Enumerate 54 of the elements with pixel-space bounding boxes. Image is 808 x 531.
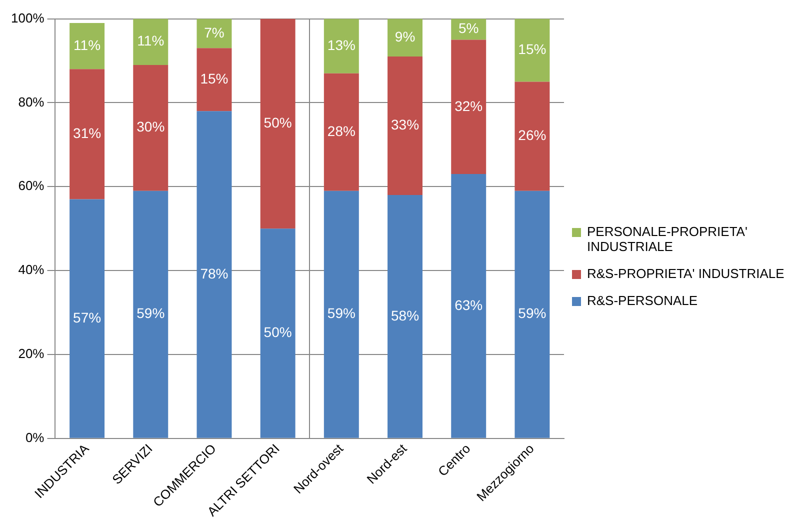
bar bbox=[260, 228, 296, 438]
data-label: 59% bbox=[327, 305, 356, 322]
bar bbox=[324, 190, 359, 438]
data-label: 7% bbox=[204, 24, 224, 40]
data-label: 26% bbox=[518, 127, 546, 144]
data-label: 59% bbox=[518, 305, 546, 322]
bar bbox=[514, 82, 550, 191]
y-tick-label: 100% bbox=[11, 10, 45, 26]
data-label: 78% bbox=[200, 265, 228, 282]
data-label: 9% bbox=[394, 28, 416, 45]
bar bbox=[260, 18, 296, 229]
data-label: 15% bbox=[518, 41, 546, 58]
y-tick-label: 80% bbox=[18, 94, 45, 110]
bar bbox=[514, 18, 550, 82]
data-label: 58% bbox=[391, 307, 420, 324]
bar bbox=[388, 18, 423, 57]
bar bbox=[196, 111, 232, 438]
data-label: 32% bbox=[454, 98, 483, 114]
bar bbox=[388, 56, 423, 196]
data-label: 31% bbox=[73, 125, 102, 142]
y-tick-label: 40% bbox=[18, 262, 45, 278]
data-label: 13% bbox=[327, 36, 356, 53]
bar bbox=[196, 48, 232, 112]
legend-label: PERSONALE-PROPRIETA' INDUSTRIALE bbox=[587, 224, 748, 254]
data-label: 57% bbox=[73, 309, 102, 326]
bar bbox=[451, 174, 486, 438]
legend-label: R&S-PERSONALE bbox=[587, 292, 698, 308]
y-tick-label: 60% bbox=[18, 178, 45, 194]
bar bbox=[133, 64, 168, 191]
bar bbox=[388, 195, 423, 438]
data-label: 15% bbox=[200, 70, 228, 86]
bar bbox=[70, 69, 105, 200]
y-tick-label: 20% bbox=[18, 346, 45, 362]
bar bbox=[514, 190, 550, 438]
bar bbox=[133, 18, 168, 65]
data-label: 5% bbox=[458, 20, 479, 36]
y-tick-label: 0% bbox=[25, 430, 45, 445]
bar bbox=[70, 22, 105, 70]
data-label: 63% bbox=[454, 296, 483, 313]
bar bbox=[70, 199, 105, 438]
data-label: 11% bbox=[74, 36, 101, 53]
bar bbox=[133, 190, 168, 438]
bar bbox=[451, 40, 486, 174]
data-label: 28% bbox=[327, 122, 356, 139]
data-label: 30% bbox=[136, 118, 165, 135]
bar bbox=[324, 18, 359, 74]
data-label: 33% bbox=[391, 116, 420, 133]
bar bbox=[324, 73, 359, 191]
data-label: 50% bbox=[264, 324, 292, 340]
data-label: 11% bbox=[137, 32, 164, 49]
legend-label: R&S-PROPRIETA' INDUSTRIALE bbox=[587, 266, 784, 280]
data-label: 50% bbox=[264, 114, 292, 131]
bar bbox=[196, 18, 232, 48]
data-label: 59% bbox=[136, 305, 165, 322]
